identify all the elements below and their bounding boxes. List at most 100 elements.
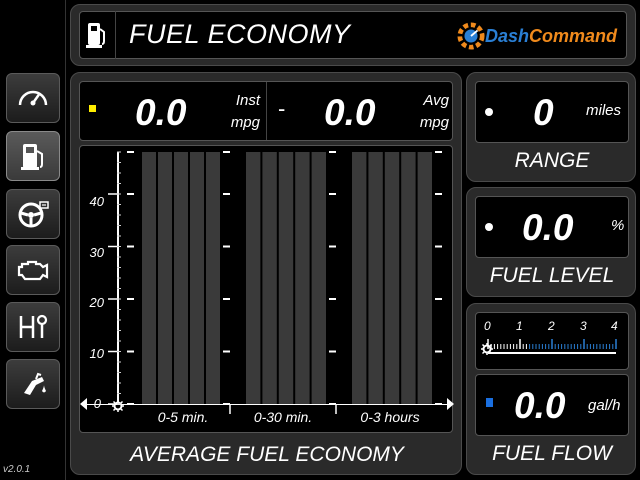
sidebar-item-driving[interactable] bbox=[6, 189, 60, 239]
economy-bars bbox=[108, 151, 442, 414]
grid-dash bbox=[127, 193, 134, 195]
slider-gear-icon bbox=[112, 400, 124, 412]
grid-dash bbox=[435, 151, 442, 153]
grid-dash bbox=[435, 193, 442, 195]
right-arrow-icon bbox=[447, 398, 454, 410]
grid-dash bbox=[223, 298, 230, 300]
chart-column bbox=[417, 152, 432, 404]
engine-icon bbox=[17, 260, 49, 281]
grid-dash bbox=[329, 350, 336, 353]
sidebar-item-engine[interactable] bbox=[6, 245, 60, 295]
flow-slider[interactable] bbox=[481, 342, 493, 355]
version-label: v2.0.1 bbox=[3, 464, 31, 475]
gear-shift-icon bbox=[19, 314, 48, 338]
economy-chart: 40 30 20 10 0 0-5 min. 0-30 min. 0-3 hou… bbox=[79, 145, 454, 433]
y-tick-label: 30 bbox=[89, 245, 104, 260]
grid-dash bbox=[435, 245, 442, 248]
grid-dash bbox=[223, 350, 230, 353]
inst-label: Inst bbox=[235, 92, 260, 109]
segment-label: 0-3 hours bbox=[360, 409, 420, 425]
avg-unit: mpg bbox=[419, 114, 449, 131]
grid-dash bbox=[435, 350, 442, 353]
inst-unit: mpg bbox=[230, 114, 260, 131]
range-panel: 0 miles RANGE bbox=[466, 72, 636, 182]
fuel-pump-icon bbox=[21, 144, 43, 170]
grid-dash bbox=[329, 298, 336, 300]
sidebar-item-transmission[interactable] bbox=[6, 302, 60, 352]
steering-wheel-icon bbox=[18, 201, 49, 228]
grid-dash bbox=[223, 193, 230, 195]
fuel-level-value: 0.0 bbox=[522, 207, 574, 248]
chart-column bbox=[311, 152, 326, 404]
sidebar-item-fuel[interactable] bbox=[6, 131, 60, 181]
segment-label: 0-5 min. bbox=[157, 409, 209, 425]
avg-economy-title: AVERAGE FUEL ECONOMY bbox=[130, 443, 404, 466]
dashcommand-logo-icon bbox=[457, 22, 485, 50]
y-tick-label: 40 bbox=[89, 194, 104, 209]
header-bar: FUEL ECONOMY Dash Command bbox=[70, 4, 636, 66]
flow-scale-label: 4 bbox=[611, 319, 618, 333]
grid-dash bbox=[127, 403, 134, 405]
flow-scale-label: 1 bbox=[516, 319, 523, 333]
grid-dash bbox=[127, 245, 134, 248]
chart-column bbox=[384, 152, 400, 404]
range-readout: 0 miles bbox=[475, 81, 629, 143]
chart-column bbox=[278, 152, 294, 404]
left-arrow-icon bbox=[80, 398, 87, 410]
readout-separator: - bbox=[278, 96, 286, 121]
avg-value: 0.0 bbox=[324, 92, 376, 133]
fuel-nozzle-icon bbox=[24, 372, 46, 395]
brand-name-right: Command bbox=[529, 25, 618, 46]
fuel-level-indicator bbox=[485, 223, 493, 231]
chart-column bbox=[401, 152, 416, 404]
flow-scale-label: 2 bbox=[548, 319, 555, 333]
page-title: FUEL ECONOMY bbox=[129, 19, 351, 49]
chart-column bbox=[368, 152, 383, 404]
fuel-flow-unit: gal/h bbox=[588, 397, 621, 414]
flow-scale-label: 3 bbox=[580, 319, 587, 333]
grid-dash bbox=[127, 151, 134, 153]
readout-divider bbox=[266, 82, 267, 140]
chart-column bbox=[352, 152, 367, 404]
fuel-flow-title: FUEL FLOW bbox=[492, 442, 612, 465]
fuel-flow-indicator bbox=[486, 398, 493, 407]
sidebar-divider bbox=[65, 0, 66, 480]
grid-dash bbox=[329, 403, 336, 405]
flow-bar-track bbox=[488, 352, 616, 354]
range-indicator bbox=[485, 108, 493, 116]
chart-column bbox=[142, 152, 156, 404]
fuel-pump-icon bbox=[85, 19, 109, 51]
grid-dash bbox=[127, 350, 134, 353]
inst-value: 0.0 bbox=[135, 92, 187, 133]
range-unit: miles bbox=[586, 102, 622, 119]
economy-readout: 0.0 Inst mpg - 0.0 Avg mpg bbox=[79, 81, 453, 141]
fuel-level-panel: 0.0 % FUEL LEVEL bbox=[466, 187, 636, 297]
grid-dash bbox=[435, 403, 442, 405]
fuel-flow-value: 0.0 bbox=[514, 385, 566, 426]
y-tick-label: 10 bbox=[89, 346, 104, 361]
chart-column bbox=[295, 152, 310, 404]
slider-gear-icon bbox=[481, 343, 493, 355]
chart-column bbox=[262, 152, 277, 404]
speedometer-icon bbox=[18, 90, 48, 106]
sidebar-item-gauge[interactable] bbox=[6, 73, 60, 123]
grid-dash bbox=[223, 151, 230, 153]
inst-indicator bbox=[89, 105, 96, 112]
chart-column bbox=[158, 152, 172, 404]
brand-logo: Dash Command bbox=[457, 21, 617, 51]
chart-column bbox=[174, 152, 188, 404]
y-axis-slider[interactable] bbox=[112, 399, 124, 412]
sidebar-item-fuel-nozzle[interactable] bbox=[6, 359, 60, 409]
range-title: RANGE bbox=[514, 149, 590, 172]
fuel-level-title: FUEL LEVEL bbox=[489, 264, 615, 287]
grid-dash bbox=[329, 193, 336, 195]
grid-dash bbox=[329, 245, 336, 248]
range-value: 0 bbox=[533, 92, 554, 133]
x-axis bbox=[86, 404, 448, 405]
brand-name-left: Dash bbox=[485, 25, 530, 46]
chart-column bbox=[190, 152, 204, 404]
grid-dash bbox=[223, 403, 230, 405]
grid-dash bbox=[435, 298, 442, 300]
chart-column bbox=[246, 152, 261, 404]
flow-scale-label: 0 bbox=[484, 319, 491, 333]
